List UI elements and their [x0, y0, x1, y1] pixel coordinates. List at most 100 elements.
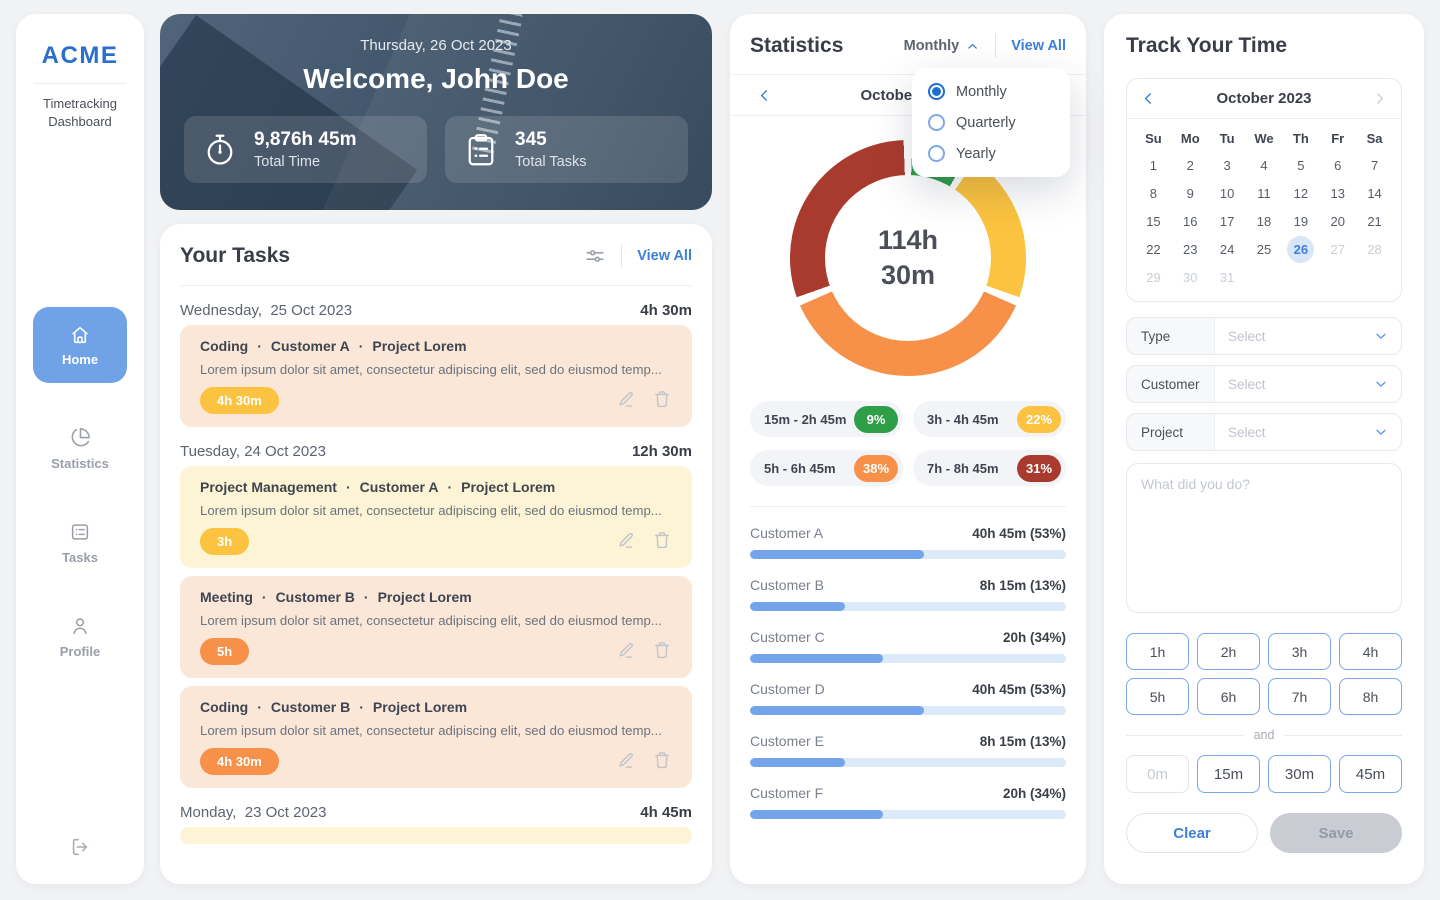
divider: [1284, 734, 1403, 736]
tasks-view-all-link[interactable]: View All: [637, 248, 692, 264]
period-option-yearly[interactable]: Yearly: [928, 145, 1054, 162]
edit-task-button[interactable]: [616, 750, 636, 773]
calendar-day-20[interactable]: 20: [1330, 214, 1345, 229]
calendar-day-30[interactable]: 30: [1183, 270, 1198, 285]
calendar-day-6[interactable]: 6: [1334, 158, 1342, 173]
calendar-day-28[interactable]: 28: [1367, 242, 1382, 257]
edit-task-button[interactable]: [616, 530, 636, 553]
hour-button-6h[interactable]: 6h: [1197, 678, 1260, 715]
calendar-day-10[interactable]: 10: [1219, 186, 1235, 201]
hour-button-8h[interactable]: 8h: [1339, 678, 1402, 715]
field-customer[interactable]: Customer Select: [1126, 365, 1402, 403]
calendar-day-29[interactable]: 29: [1146, 270, 1161, 285]
donut-center-minutes: 30m: [880, 260, 936, 290]
minute-button-15m[interactable]: 15m: [1197, 755, 1260, 793]
edit-task-button[interactable]: [616, 640, 636, 663]
filter-icon[interactable]: [584, 245, 606, 267]
calendar-day-7[interactable]: 7: [1370, 158, 1379, 173]
task-footer: 4h 30m: [200, 387, 672, 414]
sidebar-item-home[interactable]: Home: [33, 307, 127, 384]
logout-button[interactable]: [69, 836, 91, 858]
calendar-day-11[interactable]: 11: [1257, 186, 1271, 201]
calendar-day-12[interactable]: 12: [1293, 186, 1309, 201]
calendar-day-24[interactable]: 24: [1219, 242, 1235, 257]
period-option-monthly[interactable]: Monthly: [928, 83, 1054, 100]
statistics-view-all-link[interactable]: View All: [1011, 38, 1066, 54]
calendar-day-1[interactable]: 1: [1149, 158, 1158, 173]
field-project[interactable]: Project Select: [1126, 413, 1402, 451]
customer-bar-fill: [750, 602, 845, 611]
legend-range-label: 7h - 8h 45m: [927, 460, 999, 476]
sidebar-item-profile[interactable]: Profile: [60, 615, 100, 659]
hour-button-2h[interactable]: 2h: [1197, 633, 1260, 670]
radio-icon: [928, 83, 945, 100]
save-button[interactable]: Save: [1270, 813, 1402, 853]
delete-task-button[interactable]: [652, 640, 672, 663]
calendar-day-23[interactable]: 23: [1183, 242, 1198, 257]
customer-bars: Customer A 40h 45m (53%) Customer B 8h 15m …: [750, 525, 1066, 819]
divider: [34, 83, 126, 84]
previous-month-button[interactable]: [756, 87, 773, 104]
calendar-day-3[interactable]: 3: [1223, 158, 1231, 173]
divider: [621, 244, 623, 268]
task-actions: [616, 530, 672, 553]
calendar-day-16[interactable]: 16: [1183, 214, 1198, 229]
calendar-day-18[interactable]: 18: [1256, 214, 1272, 229]
calendar-day-8[interactable]: 8: [1149, 186, 1158, 201]
edit-task-button[interactable]: [616, 389, 636, 412]
customer-name: Customer A: [750, 525, 824, 541]
dot-separator: ·: [257, 338, 262, 354]
hour-button-7h[interactable]: 7h: [1268, 678, 1331, 715]
sidebar-item-tasks[interactable]: Tasks: [62, 521, 98, 565]
hour-button-3h[interactable]: 3h: [1268, 633, 1331, 670]
divider: [995, 34, 997, 58]
delete-task-button[interactable]: [652, 389, 672, 412]
calendar-day-5[interactable]: 5: [1297, 158, 1305, 173]
description-textarea[interactable]: [1126, 463, 1402, 613]
statistics-panel-title: Statistics: [750, 34, 844, 57]
hour-button-5h[interactable]: 5h: [1126, 678, 1189, 715]
hour-button-1h[interactable]: 1h: [1126, 633, 1189, 670]
minute-button-30m[interactable]: 30m: [1268, 755, 1331, 793]
period-dropdown-menu: Monthly Quarterly Yearly: [912, 68, 1070, 177]
legend-percent-badge: 9%: [854, 405, 898, 433]
calendar-day-19[interactable]: 19: [1293, 214, 1309, 229]
calendar-day-26[interactable]: 26: [1287, 236, 1315, 263]
task-footer: 5h: [200, 638, 672, 665]
period-option-label: Quarterly: [956, 114, 1016, 131]
minute-button-0m[interactable]: 0m: [1126, 755, 1189, 793]
sidebar-item-statistics[interactable]: Statistics: [51, 427, 109, 471]
calendar-day-14[interactable]: 14: [1367, 186, 1382, 201]
calendar-day-13[interactable]: 13: [1330, 186, 1345, 201]
calendar-next-month-button[interactable]: [1371, 90, 1388, 107]
dot-separator: ·: [447, 479, 453, 495]
field-type[interactable]: Type Select: [1126, 317, 1402, 355]
calendar-day-21[interactable]: 21: [1367, 214, 1382, 229]
delete-task-button[interactable]: [652, 750, 672, 773]
welcome-stat-text: 9,876h 45m Total Time: [254, 129, 356, 170]
calendar-day-15[interactable]: 15: [1146, 214, 1161, 229]
clear-button[interactable]: Clear: [1126, 813, 1258, 853]
legend-item: 5h - 6h 45m 38%: [750, 450, 903, 486]
task-card: Meeting · Customer B · Project Lorem Lorem ip…: [180, 576, 692, 678]
legend-item: 15m - 2h 45m 9%: [750, 401, 903, 437]
calendar-day-25[interactable]: 25: [1256, 242, 1272, 257]
calendar-day-27[interactable]: 27: [1330, 242, 1345, 257]
calendar-day-2[interactable]: 2: [1186, 158, 1194, 173]
calendar-day-9[interactable]: 9: [1186, 186, 1194, 201]
customer-bar-fill: [750, 706, 924, 715]
hour-button-4h[interactable]: 4h: [1339, 633, 1402, 670]
sidebar-item-label: Home: [61, 351, 99, 367]
app-logo: ACME: [41, 42, 119, 69]
minute-button-45m[interactable]: 45m: [1339, 755, 1402, 793]
period-option-quarterly[interactable]: Quarterly: [928, 114, 1054, 131]
customer-name: Customer C: [750, 629, 825, 645]
calendar-day-22[interactable]: 22: [1146, 242, 1161, 257]
calendar-day-31[interactable]: 31: [1219, 270, 1235, 285]
pencil-icon: [616, 530, 636, 550]
calendar-day-4[interactable]: 4: [1260, 158, 1268, 173]
period-dropdown-toggle[interactable]: Monthly: [904, 38, 981, 54]
calendar-previous-month-button[interactable]: [1140, 90, 1157, 107]
calendar-day-17[interactable]: 17: [1219, 214, 1235, 229]
delete-task-button[interactable]: [652, 530, 672, 553]
